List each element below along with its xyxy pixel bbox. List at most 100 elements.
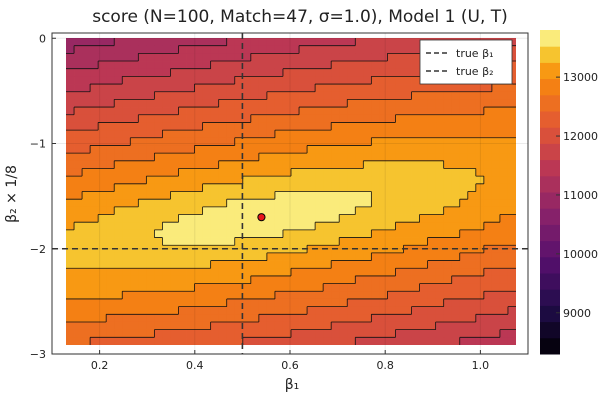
- heatmap-cell: [291, 168, 300, 177]
- heatmap-cell: [258, 321, 268, 331]
- heatmap-cell: [122, 283, 131, 292]
- heatmap-cell: [395, 130, 404, 139]
- heatmap-cell: [250, 268, 260, 277]
- heatmap-cell: [403, 337, 412, 345]
- heatmap-cell: [218, 252, 228, 261]
- heatmap-cell: [475, 321, 485, 331]
- heatmap-cell: [194, 137, 204, 146]
- heatmap-cell: [250, 298, 260, 308]
- heatmap-cell: [323, 283, 332, 292]
- heatmap-cell: [443, 321, 453, 331]
- heatmap-cell: [90, 199, 99, 208]
- heatmap-cell: [106, 252, 115, 261]
- heatmap-cell: [291, 214, 300, 223]
- heatmap-cell: [282, 183, 292, 192]
- heatmap-cell: [427, 84, 437, 93]
- heatmap-cell: [411, 237, 420, 246]
- heatmap-cell: [66, 76, 75, 85]
- heatmap-cell: [162, 114, 171, 123]
- heatmap-cell: [234, 321, 244, 331]
- heatmap-cell: [403, 206, 412, 215]
- heatmap-cell: [427, 329, 437, 338]
- heatmap-cell: [315, 168, 324, 177]
- heatmap-cell: [74, 45, 83, 54]
- heatmap-cell: [194, 53, 204, 62]
- heatmap-cell: [451, 145, 461, 154]
- heatmap-cell: [507, 337, 516, 345]
- heatmap-cell: [355, 222, 364, 231]
- heatmap-cell: [218, 237, 228, 246]
- heatmap-cell: [323, 298, 332, 308]
- heatmap-cell: [427, 306, 437, 315]
- heatmap-cell: [258, 252, 268, 261]
- heatmap-cell: [130, 268, 139, 277]
- heatmap-cell: [411, 260, 420, 269]
- heatmap-cell: [491, 275, 501, 284]
- marker-layer: [257, 213, 266, 222]
- heatmap-cell: [323, 260, 332, 269]
- heatmap-cell: [186, 214, 195, 223]
- heatmap-cell: [475, 314, 485, 323]
- heatmap-cell: [291, 199, 300, 208]
- heatmap-cell: [282, 237, 292, 246]
- heatmap-cell: [387, 76, 396, 85]
- heatmap-cell: [74, 298, 83, 308]
- heatmap-cell: [122, 329, 131, 338]
- y-tick-label: −3: [30, 348, 46, 361]
- heatmap-cell: [114, 168, 123, 177]
- heatmap-cell: [90, 53, 99, 62]
- heatmap-cell: [435, 283, 445, 292]
- heatmap-cell: [122, 76, 131, 85]
- heatmap-cell: [363, 114, 372, 123]
- heatmap-cell: [74, 76, 83, 85]
- heatmap-cell: [90, 145, 99, 154]
- heatmap-cell: [347, 206, 356, 215]
- heatmap-cell: [250, 229, 260, 238]
- heatmap-cell: [178, 298, 187, 308]
- heatmap-cell: [202, 122, 212, 131]
- heatmap-cell: [162, 84, 171, 93]
- heatmap-cell: [475, 291, 485, 300]
- heatmap-cell: [66, 337, 75, 345]
- heatmap-cell: [499, 275, 509, 284]
- heatmap-cell: [98, 306, 107, 315]
- heatmap-cell: [162, 99, 171, 108]
- heatmap-cell: [274, 298, 284, 308]
- heatmap-cell: [82, 45, 91, 54]
- heatmap-cell: [194, 268, 204, 277]
- heatmap-cell: [435, 168, 445, 177]
- heatmap-cell: [299, 176, 308, 185]
- heatmap-cell: [274, 214, 284, 223]
- heatmap-cell: [419, 137, 429, 146]
- heatmap-cell: [435, 214, 445, 223]
- heatmap-cell: [451, 291, 461, 300]
- heatmap-cell: [411, 298, 420, 308]
- heatmap-cell: [226, 130, 236, 139]
- heatmap-cell: [98, 268, 107, 277]
- heatmap-cell: [266, 145, 276, 154]
- heatmap-cell: [154, 291, 163, 300]
- heatmap-cell: [74, 314, 83, 323]
- heatmap-cell: [154, 191, 163, 200]
- heatmap-cell: [106, 214, 115, 223]
- heatmap-cell: [258, 160, 268, 169]
- heatmap-cell: [507, 199, 516, 208]
- heatmap-cell: [74, 275, 83, 284]
- heatmap-cell: [178, 337, 187, 345]
- heatmap-cell: [291, 122, 300, 131]
- heatmap-cell: [82, 61, 91, 70]
- heatmap-cell: [363, 260, 372, 269]
- heatmap-cell: [98, 160, 107, 169]
- heatmap-cell: [419, 275, 429, 284]
- heatmap-cell: [130, 130, 139, 139]
- heatmap-cell: [234, 53, 244, 62]
- heatmap-cell: [355, 183, 364, 192]
- heatmap-cell: [475, 268, 485, 277]
- heatmap-cell: [507, 206, 516, 215]
- heatmap-cell: [315, 84, 324, 93]
- heatmap-cell: [162, 183, 171, 192]
- heatmap-cell: [491, 91, 501, 100]
- heatmap-cell: [226, 283, 236, 292]
- heatmap-cell: [74, 321, 83, 331]
- heatmap-cell: [323, 91, 332, 100]
